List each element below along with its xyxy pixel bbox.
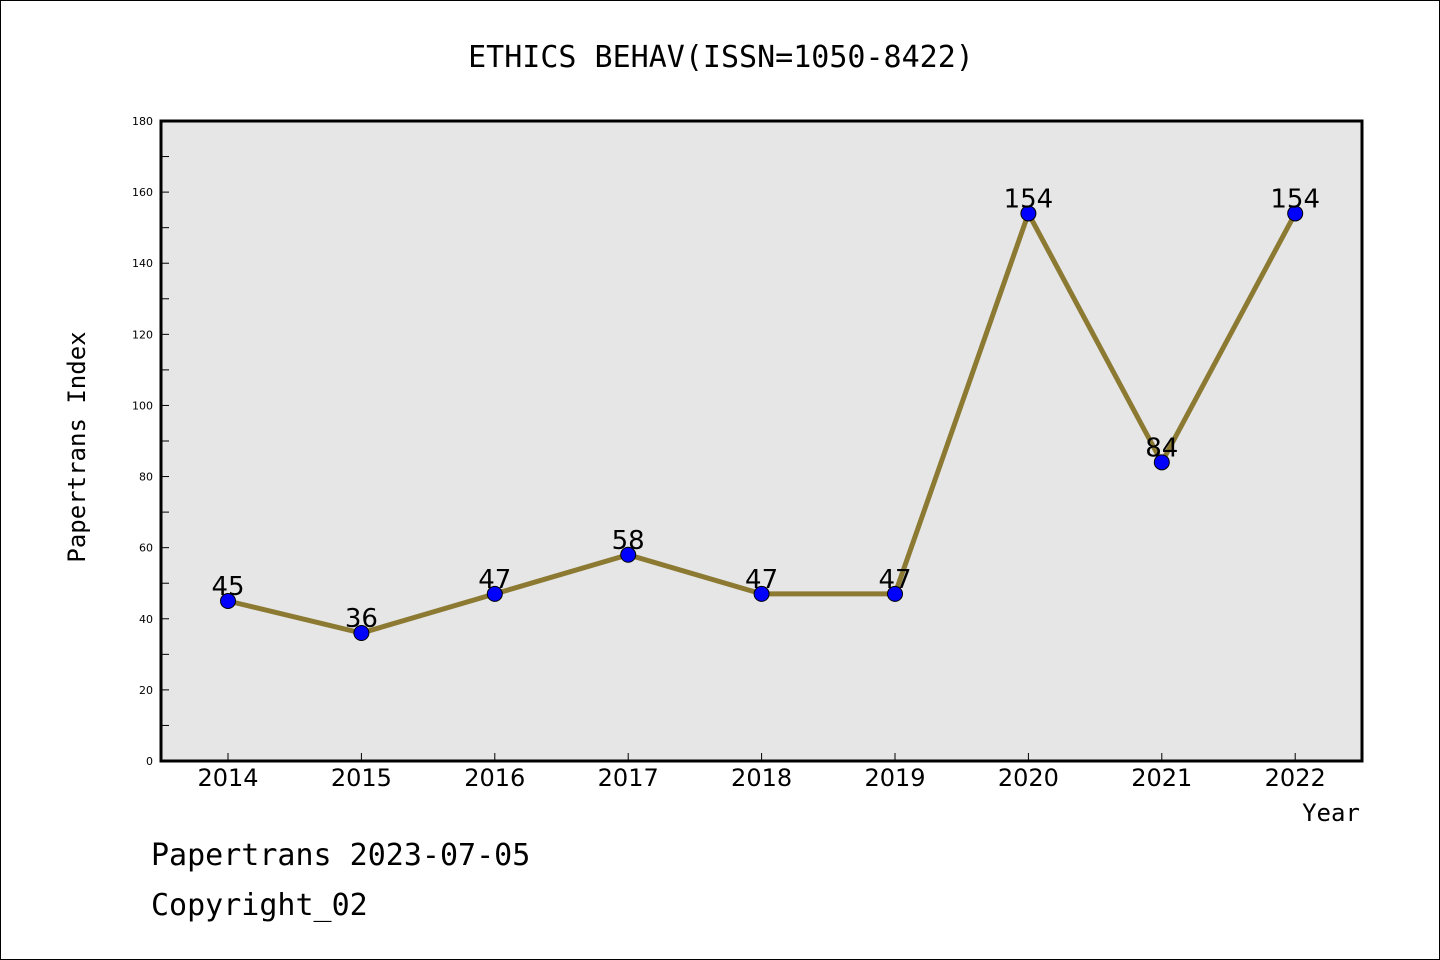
footer-copyright: Copyright_02 xyxy=(151,888,368,923)
data-label: 47 xyxy=(478,565,511,595)
y-tick-label: 0 xyxy=(146,755,153,768)
y-axis: 0 20 40 60 80 100 120 140 160 180 xyxy=(132,115,169,768)
x-axis: 2014 2015 2016 2017 2018 2019 2020 2021 2022 xyxy=(197,753,1326,792)
x-tick-label: 2019 xyxy=(864,764,925,792)
y-tick-label: 40 xyxy=(139,613,153,626)
plot-area xyxy=(159,119,1364,763)
y-tick-label: 60 xyxy=(139,542,153,555)
data-label: 154 xyxy=(1004,184,1054,214)
data-label: 154 xyxy=(1270,184,1320,214)
y-tick-label: 20 xyxy=(139,684,153,697)
y-tick-label: 140 xyxy=(132,257,153,270)
data-label: 36 xyxy=(345,604,378,634)
y-tick-label: 180 xyxy=(132,115,153,128)
x-tick-label: 2018 xyxy=(731,764,792,792)
x-tick-label: 2022 xyxy=(1265,764,1326,792)
data-point xyxy=(1287,205,1304,222)
y-tick-label: 160 xyxy=(132,186,153,199)
y-axis-label: Papertrans Index xyxy=(63,331,91,562)
data-point xyxy=(620,546,637,563)
x-tick-label: 2017 xyxy=(598,764,659,792)
footer-date: Papertrans 2023-07-05 xyxy=(151,838,530,873)
data-point xyxy=(753,585,770,602)
y-tick-label: 120 xyxy=(132,328,153,341)
x-axis-label: Year xyxy=(1302,799,1360,827)
data-point xyxy=(1153,454,1170,471)
data-point xyxy=(220,593,236,609)
data-point xyxy=(887,585,903,602)
data-labels: 45 36 47 58 47 47 154 84 154 xyxy=(211,184,1320,634)
x-tick-label: 2015 xyxy=(331,764,392,792)
y-tick-label: 100 xyxy=(132,399,153,412)
x-tick-label: 2020 xyxy=(998,764,1059,792)
data-point xyxy=(1020,205,1037,222)
x-tick-label: 2021 xyxy=(1131,764,1192,792)
data-point xyxy=(486,585,503,602)
data-label: 58 xyxy=(612,526,645,556)
data-label: 84 xyxy=(1145,433,1178,463)
x-tick-label: 2016 xyxy=(464,764,525,792)
y-tick-label: 80 xyxy=(139,471,153,484)
data-label: 47 xyxy=(745,565,778,595)
chart-title: ETHICS BEHAV(ISSN=1050-8422) xyxy=(468,40,974,75)
data-label: 47 xyxy=(878,565,911,595)
x-tick-label: 2014 xyxy=(197,764,258,792)
series-markers xyxy=(220,205,1304,641)
data-point xyxy=(353,625,370,641)
data-label: 45 xyxy=(211,572,244,602)
